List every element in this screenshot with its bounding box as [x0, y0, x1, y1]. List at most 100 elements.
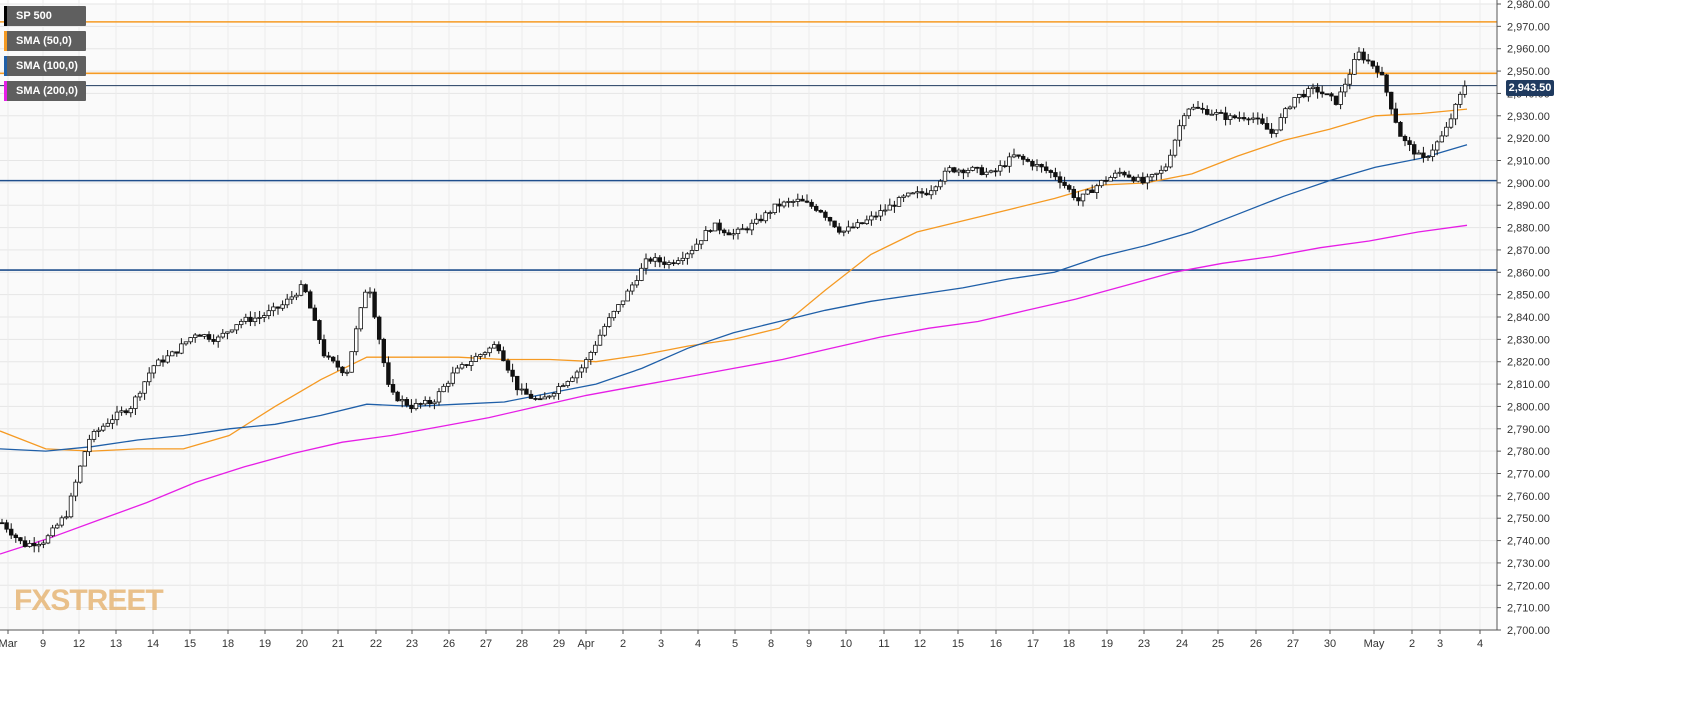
brand-logo: FXSTREET [14, 584, 164, 618]
candle-body [73, 481, 78, 497]
candle-body [551, 393, 557, 397]
candle-body [1320, 91, 1325, 95]
candle-body [975, 166, 980, 169]
candle-body [1076, 197, 1081, 202]
brand-text: FXSTREET [14, 584, 164, 617]
candle-body [901, 195, 906, 198]
candle-body [1154, 172, 1159, 175]
candle-body [1145, 176, 1150, 184]
legend-item-sma200[interactable]: SMA (200,0) [4, 81, 86, 101]
candle-body [1425, 156, 1431, 158]
candle-body [749, 222, 754, 231]
candle-body [1278, 117, 1283, 131]
candle-body [781, 201, 787, 207]
candle-body [883, 209, 888, 212]
candle-body [666, 262, 672, 265]
x-tick-label: 25 [1212, 638, 1224, 650]
candle-body [754, 218, 759, 224]
y-tick-label: 2,760.00 [1507, 491, 1550, 503]
candle-body [1034, 163, 1040, 167]
candle-body [795, 198, 800, 202]
candle-body [4, 522, 9, 530]
y-tick-label: 2,770.00 [1507, 469, 1550, 481]
candle-body [1195, 106, 1201, 109]
y-tick-label: 2,710.00 [1507, 603, 1550, 615]
candle-body [211, 338, 216, 342]
y-tick-label: 2,800.00 [1507, 401, 1550, 413]
candle-body [1430, 149, 1435, 157]
candle-body [1177, 125, 1182, 141]
candle-body [298, 284, 304, 296]
candle-body [519, 388, 524, 391]
candle-body [160, 359, 166, 363]
y-tick-label: 2,980.00 [1507, 0, 1550, 11]
x-tick-label: 27 [1287, 638, 1299, 650]
y-tick-label: 2,780.00 [1507, 446, 1550, 458]
x-tick-label: 18 [1063, 638, 1075, 650]
candle-body [349, 351, 354, 373]
candle-body [468, 361, 474, 366]
candle-body [289, 296, 294, 300]
candle-body [611, 310, 616, 319]
candle-body [1237, 117, 1242, 119]
candle-body [248, 316, 253, 323]
candle-body [988, 170, 994, 173]
candle-body [689, 250, 695, 255]
candle-body [1053, 172, 1058, 178]
candle-body [896, 197, 902, 207]
candle-body [18, 537, 23, 542]
x-tick-label: 2 [620, 638, 626, 650]
candle-body [1172, 139, 1178, 156]
candle-body [662, 261, 667, 265]
legend-item-sma50[interactable]: SMA (50,0) [4, 31, 86, 51]
candle-body [597, 334, 603, 346]
candle-body [984, 171, 989, 176]
legend-label: SP 500 [16, 10, 52, 22]
candle-body [740, 228, 745, 231]
candle-body [22, 540, 28, 547]
candle-body [1356, 51, 1362, 60]
candle-body [78, 465, 83, 483]
candle-body [151, 365, 156, 374]
legend-item-sp500[interactable]: SP 500 [4, 6, 86, 26]
candle-body [105, 422, 110, 427]
legend-item-sma100[interactable]: SMA (100,0) [4, 56, 86, 76]
candle-body [1191, 106, 1196, 110]
candle-body [128, 408, 133, 414]
x-tick-label: 26 [1250, 638, 1262, 650]
candle-body [455, 367, 460, 374]
candle-body [827, 217, 833, 222]
legend-swatch [4, 81, 7, 101]
x-tick-label: 14 [147, 638, 159, 650]
candle-body [225, 331, 230, 334]
candle-body [1044, 166, 1049, 171]
candle-body [418, 403, 423, 405]
candle-body [1274, 129, 1279, 134]
candle-body [36, 544, 41, 547]
candle-body [570, 377, 575, 382]
candle-body [82, 451, 87, 467]
candle-body [910, 192, 915, 195]
candle-body [119, 410, 124, 413]
candle-body [1246, 118, 1251, 121]
candle-body [1310, 86, 1316, 90]
x-tick-label: 19 [259, 638, 271, 650]
candle-body [1071, 188, 1076, 199]
x-tick-label: 17 [1027, 638, 1039, 650]
candle-body [1209, 113, 1214, 116]
candle-body [1347, 73, 1352, 85]
candle-body [1306, 88, 1311, 98]
candle-body [1103, 180, 1109, 182]
candle-body [1090, 189, 1095, 193]
candle-body [1062, 181, 1067, 186]
candle-body [763, 212, 768, 222]
candle-body [648, 258, 653, 262]
candle-body [970, 166, 975, 171]
candle-body [915, 191, 920, 194]
candle-body [1085, 189, 1090, 195]
candle-body [625, 290, 630, 302]
candle-body [284, 298, 290, 306]
x-tick-label: 22 [370, 638, 382, 650]
